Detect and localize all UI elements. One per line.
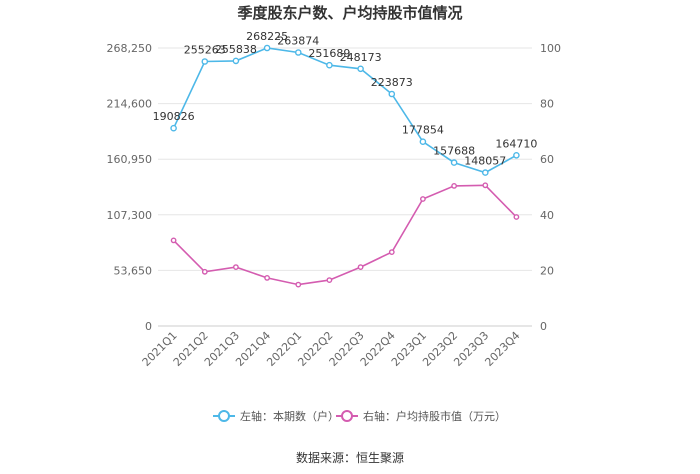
data-label: 255838 (215, 43, 257, 56)
data-source: 数据来源：恒生聚源 (296, 450, 404, 465)
data-point[interactable] (482, 182, 489, 189)
data-label: 255263 (184, 44, 226, 57)
legend-item-market-value[interactable]: 右轴：户均持股市值（万元） (336, 409, 506, 423)
data-point[interactable] (326, 277, 333, 283)
data-label: 248173 (340, 51, 382, 64)
data-point[interactable] (326, 61, 333, 69)
right-tick-label: 40 (540, 209, 554, 222)
data-point[interactable] (264, 274, 270, 281)
data-point[interactable] (419, 196, 426, 202)
series-line-1 (173, 184, 517, 286)
data-label: 157688 (433, 145, 475, 158)
data-label: 190826 (153, 110, 195, 123)
data-point[interactable] (388, 90, 396, 98)
left-tick-label: 0 (145, 320, 152, 333)
data-point[interactable] (513, 151, 520, 159)
right-tick-label: 20 (540, 264, 554, 277)
chart-title: 季度股东户数、户均持股市值情况 (237, 4, 462, 22)
data-point[interactable] (451, 182, 457, 189)
left-tick-label: 53,650 (114, 264, 153, 277)
data-point[interactable] (357, 65, 364, 73)
left-tick-label: 107,300 (107, 209, 153, 222)
x-axis: 2021Q12021Q22021Q32021Q42022Q12022Q22022… (140, 325, 532, 369)
left-tick-label: 268,250 (107, 42, 153, 55)
left-axis: 0 53,650 107,300 160,950 214,600 268,250 (107, 42, 153, 333)
data-label: 263874 (277, 35, 319, 48)
data-point[interactable] (201, 58, 209, 65)
data-point[interactable] (450, 159, 458, 166)
x-tick-label: 2023Q4 (482, 329, 522, 369)
data-label: 177854 (402, 124, 444, 137)
data-point[interactable] (513, 214, 520, 220)
data-point[interactable] (481, 169, 489, 176)
series-line-0 (172, 47, 517, 174)
legend-marker-households-icon (218, 410, 230, 422)
data-label: 164710 (495, 137, 537, 150)
data-point[interactable] (232, 264, 239, 270)
data-point[interactable] (170, 124, 177, 132)
right-tick-label: 80 (540, 98, 554, 111)
data-label: 223873 (371, 76, 413, 89)
left-tick-label: 160,950 (107, 153, 153, 166)
right-axis: 0 20 40 60 80 100 (540, 42, 561, 333)
data-point[interactable] (201, 268, 208, 275)
right-tick-label: 0 (540, 320, 547, 333)
data-labels: 190826 2552632558382682252638742516892481… (153, 30, 538, 168)
data-point[interactable] (295, 281, 302, 288)
data-point[interactable] (357, 264, 364, 270)
series-layer (170, 44, 520, 288)
grid (158, 47, 532, 327)
data-point[interactable] (170, 237, 177, 244)
right-tick-label: 60 (540, 153, 554, 166)
data-point[interactable] (263, 44, 271, 52)
data-point[interactable] (419, 138, 427, 145)
data-label: 268225 (246, 30, 288, 43)
data-label: 148057 (464, 155, 506, 168)
data-label: 251689 (308, 47, 350, 60)
data-point[interactable] (232, 57, 240, 65)
legend-marker-market-value-icon (341, 410, 353, 422)
legend-label-households: 左轴：本期数（户） (240, 409, 339, 423)
legend-label-market-value: 右轴：户均持股市值（万元） (363, 409, 506, 423)
left-tick-label: 214,600 (107, 98, 153, 111)
legend-item-households[interactable]: 左轴：本期数（户） (213, 409, 339, 423)
legend[interactable]: 左轴：本期数（户） 右轴：户均持股市值（万元） (213, 409, 506, 423)
data-point[interactable] (294, 49, 302, 56)
right-tick-label: 100 (540, 42, 561, 55)
data-point[interactable] (388, 249, 395, 256)
